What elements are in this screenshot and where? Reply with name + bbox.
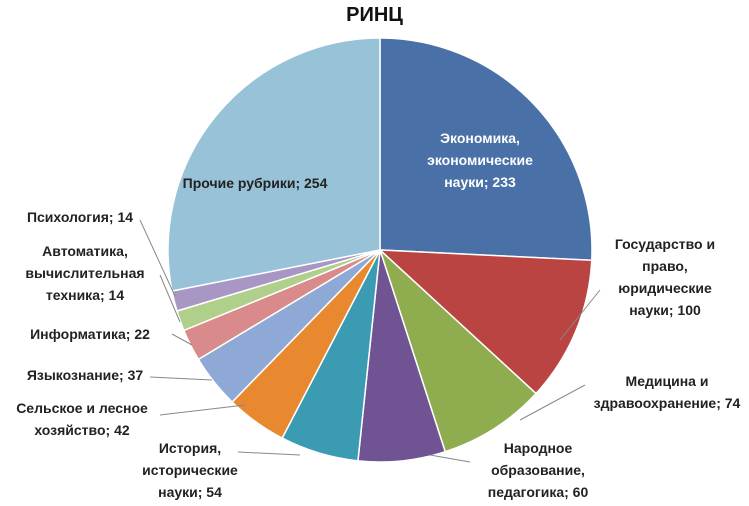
leader-line <box>559 289 601 341</box>
leader-line <box>171 333 193 346</box>
data-label: История, исторические науки; 54 <box>142 440 238 500</box>
leader-line <box>159 404 246 416</box>
data-label: Народное образование, педагогика; 60 <box>487 440 589 500</box>
data-label: Экономика, экономические науки; 233 <box>427 130 533 190</box>
data-label: Сельское и лесное хозяйство; 42 <box>16 400 148 438</box>
pie-slice <box>378 247 538 453</box>
pie-slice <box>377 249 593 395</box>
data-label: Автоматика, вычислительная техника; 14 <box>25 243 145 303</box>
chart-title: РИНЦ <box>346 4 403 26</box>
data-label: Психология; 14 <box>26 209 134 225</box>
pie-slice <box>379 37 593 262</box>
leader-line <box>159 274 181 323</box>
data-label: Медицина и здравоохранение; 74 <box>593 373 741 411</box>
data-label: Информатика; 22 <box>30 326 150 342</box>
leader-line <box>237 451 301 456</box>
leader-line <box>429 454 471 463</box>
leader-line <box>149 376 213 381</box>
data-label: Государство и право, юридические науки; … <box>614 236 716 318</box>
pie-slice <box>167 37 381 292</box>
data-label: Прочие рубрики; 254 <box>182 175 328 191</box>
leader-line <box>139 219 176 297</box>
data-label: Языкознание; 37 <box>26 367 144 383</box>
leader-line <box>519 384 586 421</box>
